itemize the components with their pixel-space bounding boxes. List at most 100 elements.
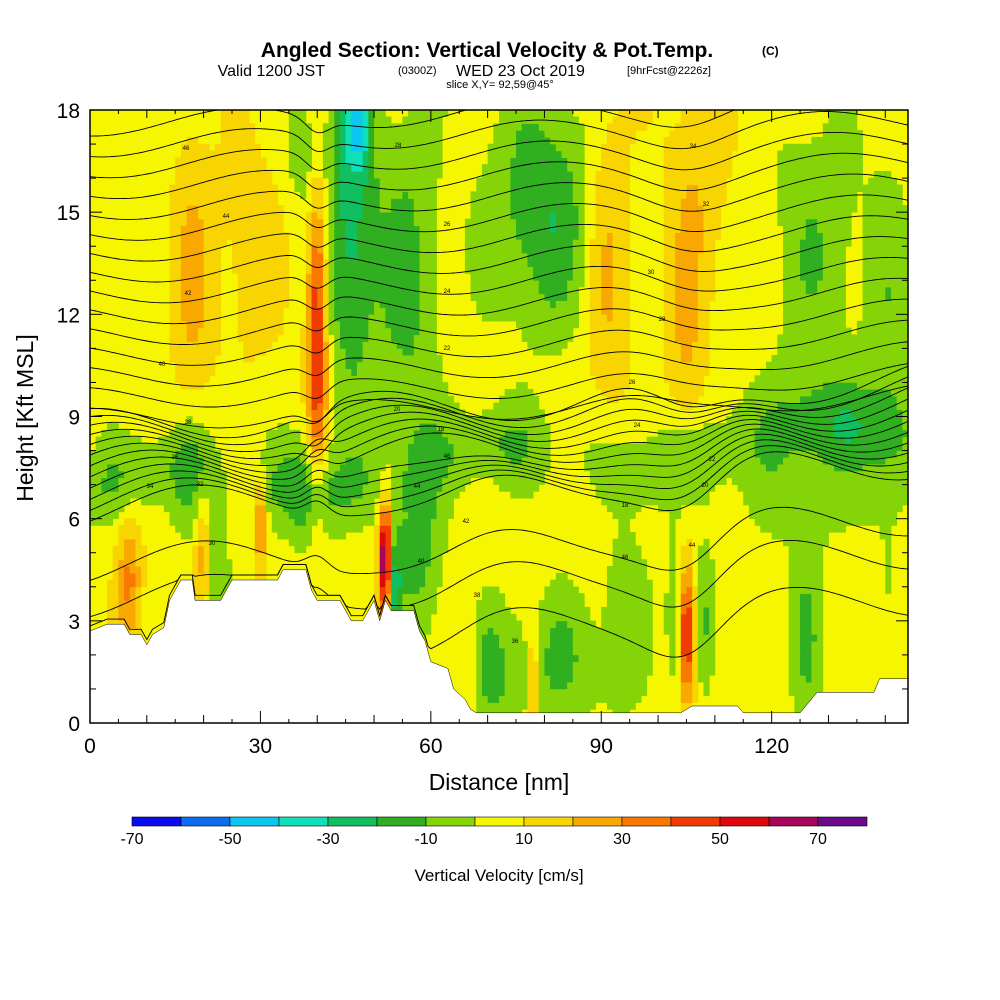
velocity-cell [663, 334, 676, 342]
velocity-cell [618, 518, 631, 526]
velocity-cell [169, 184, 278, 193]
velocity-cell [288, 538, 312, 547]
velocity-cell [237, 334, 278, 342]
velocity-cell [311, 450, 324, 458]
velocity-cell [697, 300, 710, 308]
velocity-cell [885, 286, 892, 295]
velocity-cell [680, 354, 693, 363]
colorbar-swatch [425, 816, 476, 827]
velocity-cell [107, 606, 119, 615]
velocity-cell [862, 266, 908, 274]
velocity-cell [442, 484, 466, 492]
velocity-cell [703, 239, 716, 247]
velocity-cell [90, 470, 108, 479]
velocity-cell [209, 566, 233, 574]
velocity-cell [112, 552, 125, 560]
velocity-cell [703, 211, 721, 220]
velocity-cell [322, 150, 335, 158]
velocity-cell [834, 429, 858, 438]
velocity-cell [697, 647, 716, 656]
velocity-cell [266, 504, 284, 513]
velocity-cell [760, 457, 784, 465]
velocity-cell [118, 613, 136, 622]
velocity-cell [305, 225, 312, 233]
velocity-cell [374, 300, 381, 308]
velocity-cell [197, 545, 205, 554]
velocity-cell [334, 293, 420, 302]
velocity-cell [305, 402, 312, 410]
isentrope-line [90, 540, 908, 618]
velocity-cell [368, 110, 375, 118]
velocity-cell [476, 640, 483, 649]
velocity-cell [612, 266, 631, 274]
velocity-cell [788, 613, 801, 622]
velocity-cell [305, 307, 312, 315]
velocity-cell [703, 538, 710, 547]
isentrope-line [90, 445, 908, 511]
velocity-cell [402, 477, 443, 485]
velocity-cell [777, 334, 908, 342]
velocity-cell [300, 341, 307, 349]
velocity-cell [339, 157, 347, 165]
velocity-cell [765, 361, 908, 370]
velocity-cell [254, 572, 267, 581]
velocity-cell [601, 497, 710, 506]
velocity-cell [697, 559, 716, 567]
isentrope-label: 40 [159, 362, 166, 368]
velocity-field [90, 110, 908, 723]
velocity-cell [902, 443, 908, 451]
velocity-cell [374, 116, 392, 124]
velocity-cell [322, 279, 329, 288]
velocity-cell [334, 130, 341, 138]
y-tick-label: 9 [68, 407, 80, 430]
isentrope-line [90, 387, 908, 453]
velocity-cell [385, 593, 392, 601]
velocity-cell [169, 348, 222, 356]
velocity-cell [339, 327, 369, 336]
velocity-cell [334, 334, 341, 342]
velocity-cell [879, 531, 892, 540]
velocity-cell [521, 245, 574, 254]
velocity-cell [368, 130, 375, 138]
velocity-cell [101, 484, 119, 492]
velocity-cell [334, 341, 341, 349]
velocity-cell [334, 402, 460, 410]
velocity-cell [692, 613, 699, 622]
velocity-cell [697, 593, 716, 601]
velocity-cell [305, 252, 312, 261]
velocity-cell [379, 572, 386, 581]
velocity-cell [209, 538, 227, 547]
velocity-cell [800, 395, 898, 404]
velocity-cell [402, 600, 437, 608]
velocity-cell [305, 211, 312, 220]
velocity-cell [521, 123, 540, 131]
velocity-cell [311, 361, 324, 370]
velocity-cell [328, 300, 335, 308]
velocity-cell [675, 300, 699, 308]
velocity-cell [504, 654, 528, 662]
velocity-cell [544, 586, 579, 594]
velocity-cell [430, 531, 449, 540]
velocity-cell [311, 423, 324, 431]
velocity-cell [476, 184, 511, 193]
velocity-cell [192, 586, 210, 594]
velocity-cell [476, 620, 523, 628]
velocity-cell [203, 545, 210, 554]
velocity-cell [663, 300, 676, 308]
velocity-cell [686, 606, 693, 615]
velocity-cell [550, 579, 574, 588]
velocity-cell [328, 531, 347, 540]
velocity-cell [419, 239, 437, 247]
velocity-cell [345, 218, 358, 227]
velocity-cell [476, 675, 483, 683]
velocity-cell [107, 423, 119, 431]
velocity-cell [305, 300, 312, 308]
velocity-cell [601, 300, 614, 308]
velocity-cell [305, 245, 312, 254]
velocity-cell [703, 423, 761, 431]
isentrope-label: 38 [185, 420, 192, 426]
velocity-cell [595, 198, 631, 206]
velocity-cell [175, 484, 199, 492]
velocity-cell [169, 341, 222, 349]
velocity-cell [266, 497, 278, 506]
